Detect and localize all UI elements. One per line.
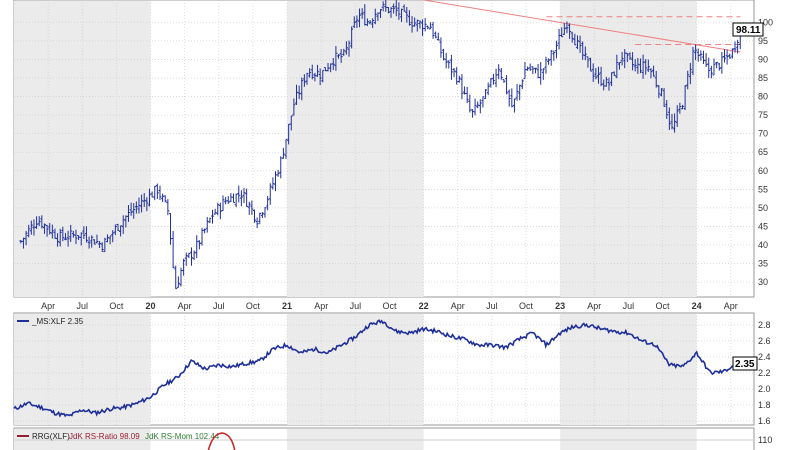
rs-y-tick-1.6: 1.6 bbox=[758, 416, 771, 426]
year-shade-2019 bbox=[14, 314, 151, 425]
rs-y-tick-2.2: 2.2 bbox=[758, 368, 771, 378]
x-tick-8: Apr bbox=[314, 301, 328, 311]
rs-last-value-box bbox=[732, 356, 758, 371]
rrg-legend-ratio: JdK RS-Ratio 98.09 bbox=[69, 432, 140, 441]
rs-last-value: 2.35 bbox=[732, 356, 758, 371]
rs-legend: _MS:XLF 2.35 bbox=[17, 317, 84, 326]
price-panel-grid bbox=[14, 0, 754, 297]
price-bars bbox=[19, 0, 742, 290]
x-tick-3: 20 bbox=[146, 301, 156, 311]
rrg-panel: 110 RRG(XLF) JdK RS-Ratio 98.09 JdK RS-M… bbox=[13, 427, 772, 450]
price-y-tick-100: 100 bbox=[758, 17, 773, 27]
x-tick-16: Apr bbox=[587, 301, 601, 311]
x-tick-17: Jul bbox=[623, 301, 635, 311]
price-y-tick-50: 50 bbox=[758, 203, 768, 213]
price-y-tick-35: 35 bbox=[758, 259, 768, 269]
rrg-panel-shading bbox=[14, 429, 697, 450]
rrg-legend: RRG(XLF) JdK RS-Ratio 98.09 JdK RS-Mom 1… bbox=[17, 432, 220, 441]
price-y-tick-30: 30 bbox=[758, 277, 768, 287]
rs-panel-grid bbox=[14, 313, 754, 425]
price-y-tick-80: 80 bbox=[758, 92, 768, 102]
rrg-legend-momentum: JdK RS-Mom 102.44 bbox=[145, 432, 220, 441]
rs-legend-label: _MS:XLF 2.35 bbox=[31, 317, 84, 326]
x-tick-14: Oct bbox=[519, 301, 534, 311]
x-tick-12: Apr bbox=[451, 301, 465, 311]
x-tick-7: 21 bbox=[282, 301, 292, 311]
price-y-tick-40: 40 bbox=[758, 240, 768, 250]
x-tick-20: Apr bbox=[724, 301, 738, 311]
rs-series-line bbox=[13, 319, 741, 418]
rrg-legend-name: RRG(XLF) bbox=[32, 432, 70, 441]
x-tick-5: Jul bbox=[213, 301, 225, 311]
rs-y-axis: 1.6 1.8 2.0 2.2 2.4 2.6 2.8 bbox=[758, 320, 771, 426]
price-last-value-label: 98.11 bbox=[736, 25, 761, 36]
x-tick-6: Oct bbox=[246, 301, 261, 311]
x-tick-1: Jul bbox=[77, 301, 89, 311]
price-y-tick-70: 70 bbox=[758, 129, 768, 139]
x-tick-2: Oct bbox=[109, 301, 124, 311]
rrg-highlight-circle bbox=[207, 432, 236, 450]
price-y-tick-60: 60 bbox=[758, 166, 768, 176]
price-y-tick-90: 90 bbox=[758, 54, 768, 64]
year-shade-2023 bbox=[560, 314, 697, 425]
price-last-value-box bbox=[732, 22, 764, 37]
price-y-tick-55: 55 bbox=[758, 184, 768, 194]
rs-last-value-label: 2.35 bbox=[735, 359, 755, 370]
price-panel: 30 35 40 45 50 55 60 65 70 75 80 85 90 95 100 98.11 bbox=[13, 0, 773, 298]
price-y-tick-65: 65 bbox=[758, 147, 768, 157]
price-panel-trendlines bbox=[423, 0, 741, 53]
relative-strength-panel: 1.6 1.8 2.0 2.2 2.4 2.6 2.8 _MS:XLF 2.35 2.35 bbox=[13, 312, 771, 426]
rs-y-tick-2.4: 2.4 bbox=[758, 352, 771, 362]
x-tick-9: Jul bbox=[350, 301, 362, 311]
x-axis: Apr Jul Oct 20 Apr Jul Oct 21 Apr Jul Oct 22 Apr Jul O… bbox=[41, 301, 738, 311]
x-tick-11: 22 bbox=[419, 301, 429, 311]
x-tick-19: 24 bbox=[692, 301, 702, 311]
rs-y-tick-1.8: 1.8 bbox=[758, 400, 771, 410]
rs-y-tick-2.6: 2.6 bbox=[758, 336, 771, 346]
price-y-tick-95: 95 bbox=[758, 36, 768, 46]
x-tick-0: Apr bbox=[41, 301, 55, 311]
rs-y-tick-2.8: 2.8 bbox=[758, 320, 771, 330]
x-tick-10: Oct bbox=[382, 301, 397, 311]
price-y-tick-75: 75 bbox=[758, 110, 768, 120]
price-y-axis: 30 35 40 45 50 55 60 65 70 75 80 85 90 95 100 bbox=[758, 17, 773, 287]
price-last-value: 98.11 bbox=[732, 22, 764, 37]
x-tick-18: Oct bbox=[656, 301, 671, 311]
price-y-tick-85: 85 bbox=[758, 73, 768, 83]
x-tick-13: Jul bbox=[486, 301, 498, 311]
rs-y-tick-2: 2.0 bbox=[758, 384, 771, 394]
rrg-y-tick-110: 110 bbox=[758, 435, 772, 445]
year-shade-2021 bbox=[287, 1, 424, 297]
x-tick-15: 23 bbox=[555, 301, 565, 311]
year-shade-2021 bbox=[287, 314, 424, 425]
year-shade-2019 bbox=[14, 1, 151, 297]
x-tick-4: Apr bbox=[178, 301, 192, 311]
price-y-tick-45: 45 bbox=[758, 221, 768, 231]
trendline-falling bbox=[423, 0, 741, 53]
